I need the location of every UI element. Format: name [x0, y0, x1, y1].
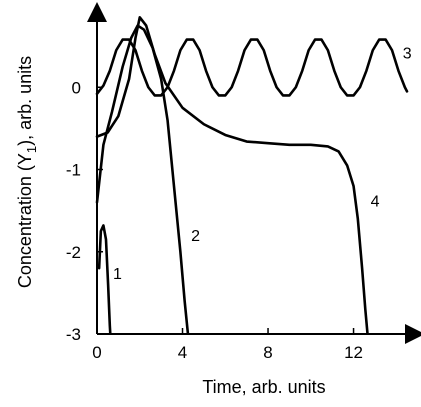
y-tick-label: -1	[66, 161, 81, 180]
y-axis-label: Concentration (Y1), arb. units	[15, 56, 39, 288]
curve-label-2: 2	[191, 228, 200, 245]
y-tick-label: -2	[66, 243, 81, 262]
curve-1	[97, 224, 112, 335]
curve-labels: 1 2 3 4	[113, 45, 412, 282]
curve-4	[95, 16, 369, 335]
y-axis-label-part1: Concentration (Y	[15, 153, 35, 288]
curve-3	[95, 38, 409, 97]
x-tick-label: 4	[178, 343, 187, 362]
axes	[87, 2, 421, 344]
x-axis-label: Time, arb. units	[202, 377, 325, 397]
y-axis-label-subscript: 1	[24, 146, 39, 153]
x-tick-label: 8	[263, 343, 272, 362]
ticks: 0 4 8 120-1-2-3	[66, 78, 363, 362]
x-tick-label: 0	[92, 343, 101, 362]
y-tick-label: 0	[72, 78, 81, 97]
curves	[95, 16, 409, 335]
curve-2	[95, 24, 190, 335]
y-axis-label-part2: ), arb. units	[15, 56, 35, 146]
curve-label-1: 1	[113, 266, 122, 283]
curve-label-3: 3	[403, 45, 412, 62]
curve-label-4: 4	[371, 194, 380, 211]
y-tick-label: -3	[66, 325, 81, 344]
x-tick-label: 12	[344, 343, 363, 362]
